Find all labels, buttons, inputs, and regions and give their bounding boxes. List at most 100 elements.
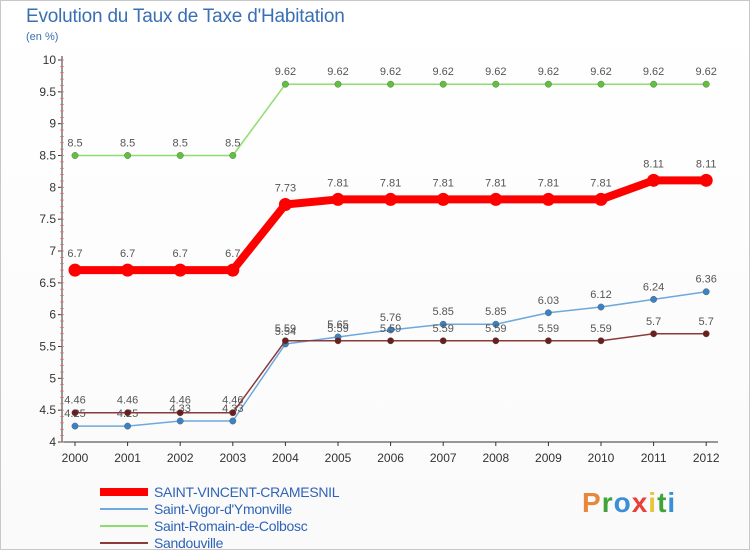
data-point	[229, 409, 237, 417]
data-point	[71, 152, 79, 159]
data-label: 5.59	[327, 323, 348, 335]
x-tick-label: 2012	[693, 451, 720, 465]
data-point	[597, 80, 605, 88]
y-tick-label: 8.5	[39, 149, 56, 163]
data-point	[387, 80, 394, 88]
data-label: 5.54	[275, 326, 296, 338]
logo-letter: i	[648, 487, 658, 518]
legend-swatch	[100, 524, 148, 527]
data-point	[492, 80, 500, 88]
proxiti-logo: Proxiti	[582, 487, 676, 519]
data-label: 4.46	[169, 395, 190, 407]
data-point	[439, 337, 447, 345]
data-point	[71, 409, 79, 417]
data-label: 5.59	[275, 323, 296, 335]
data-point	[436, 192, 450, 206]
x-tick-label: 2005	[325, 451, 352, 465]
x-tick-label: 2009	[535, 451, 562, 465]
data-point	[176, 409, 184, 417]
data-label: 9.62	[432, 66, 453, 78]
data-label: 4.46	[64, 395, 85, 407]
y-tick-label: 4	[49, 435, 56, 449]
data-point	[541, 192, 555, 206]
data-point	[702, 330, 710, 338]
data-label: 8.5	[120, 138, 135, 150]
data-label: 7.81	[327, 177, 348, 189]
data-point	[702, 288, 710, 296]
data-point	[331, 192, 345, 206]
data-label: 8.5	[225, 138, 240, 150]
data-label: 9.62	[327, 66, 348, 78]
x-tick-label: 2006	[377, 451, 404, 465]
data-label: 5.59	[380, 323, 401, 335]
data-point	[492, 320, 500, 328]
data-point	[439, 320, 447, 328]
data-point	[489, 192, 503, 206]
legend-item: Saint-Romain-de-Colbosc	[100, 517, 339, 534]
data-label: 6.7	[67, 248, 82, 260]
data-label: 8.11	[696, 158, 717, 170]
data-point	[229, 417, 237, 425]
series-line	[74, 83, 707, 157]
data-point	[124, 422, 132, 430]
data-point	[650, 80, 657, 88]
chart-title: Evolution du Taux de Taxe d'Habitation	[26, 6, 345, 27]
data-label: 6.7	[173, 248, 188, 260]
legend-label: Saint-Vigor-d'Ymonville	[154, 500, 292, 517]
y-tick-label: 10	[43, 53, 57, 67]
data-point	[334, 337, 342, 345]
x-tick-label: 2001	[114, 451, 141, 465]
logo-letter: x	[631, 487, 649, 518]
data-point	[124, 152, 132, 159]
x-tick-label: 2004	[272, 451, 299, 465]
data-label: 6.7	[225, 248, 240, 260]
data-label: 6.24	[643, 281, 664, 293]
y-tick-label: 5	[49, 371, 56, 385]
y-tick-label: 4.5	[39, 403, 56, 417]
data-label: 9.62	[485, 66, 506, 78]
data-point	[384, 192, 398, 206]
legend-item: SAINT-VINCENT-CRAMESNIL	[100, 483, 340, 500]
data-point	[229, 152, 237, 159]
y-tick-label: 7	[49, 244, 56, 258]
data-point	[387, 337, 394, 345]
y-tick-label: 9	[49, 117, 56, 131]
x-tick-label: 2010	[588, 451, 615, 465]
data-label: 5.59	[590, 323, 611, 335]
data-point	[597, 337, 605, 345]
y-tick-label: 7.5	[39, 212, 56, 226]
data-label: 9.62	[538, 66, 559, 78]
data-point	[278, 198, 292, 212]
logo-letter: o	[613, 487, 632, 518]
legend-item: Saint-Vigor-d'Ymonville	[100, 500, 339, 517]
data-label: 5.59	[485, 323, 506, 335]
data-point	[281, 80, 289, 88]
x-tick-label: 2011	[641, 451, 667, 465]
legend-swatch	[100, 541, 148, 544]
data-label: 6.12	[590, 289, 611, 301]
y-tick-label: 6.5	[39, 276, 56, 290]
x-tick-label: 2008	[482, 451, 509, 465]
data-point	[173, 263, 187, 277]
x-tick-label: 2000	[62, 451, 89, 465]
data-label: 5.85	[432, 306, 453, 318]
data-label: 5.59	[538, 323, 559, 335]
data-label: 5.65	[327, 319, 348, 331]
data-point	[702, 80, 710, 88]
data-point	[387, 326, 394, 334]
y-tick-label: 5.5	[39, 340, 56, 354]
data-label: 7.81	[538, 177, 559, 189]
data-point	[545, 80, 552, 88]
data-point	[650, 295, 657, 303]
data-label: 6.7	[120, 248, 135, 260]
data-label: 4.46	[222, 395, 243, 407]
data-point	[650, 330, 657, 338]
x-tick-label: 2003	[219, 451, 246, 465]
x-tick-label: 2002	[167, 451, 194, 465]
y-tick-label: 8	[49, 180, 56, 194]
data-label: 6.03	[538, 295, 559, 307]
data-point	[699, 173, 713, 187]
legend-item: Sandouville	[100, 534, 339, 551]
data-point	[492, 337, 500, 345]
data-point	[545, 337, 552, 345]
